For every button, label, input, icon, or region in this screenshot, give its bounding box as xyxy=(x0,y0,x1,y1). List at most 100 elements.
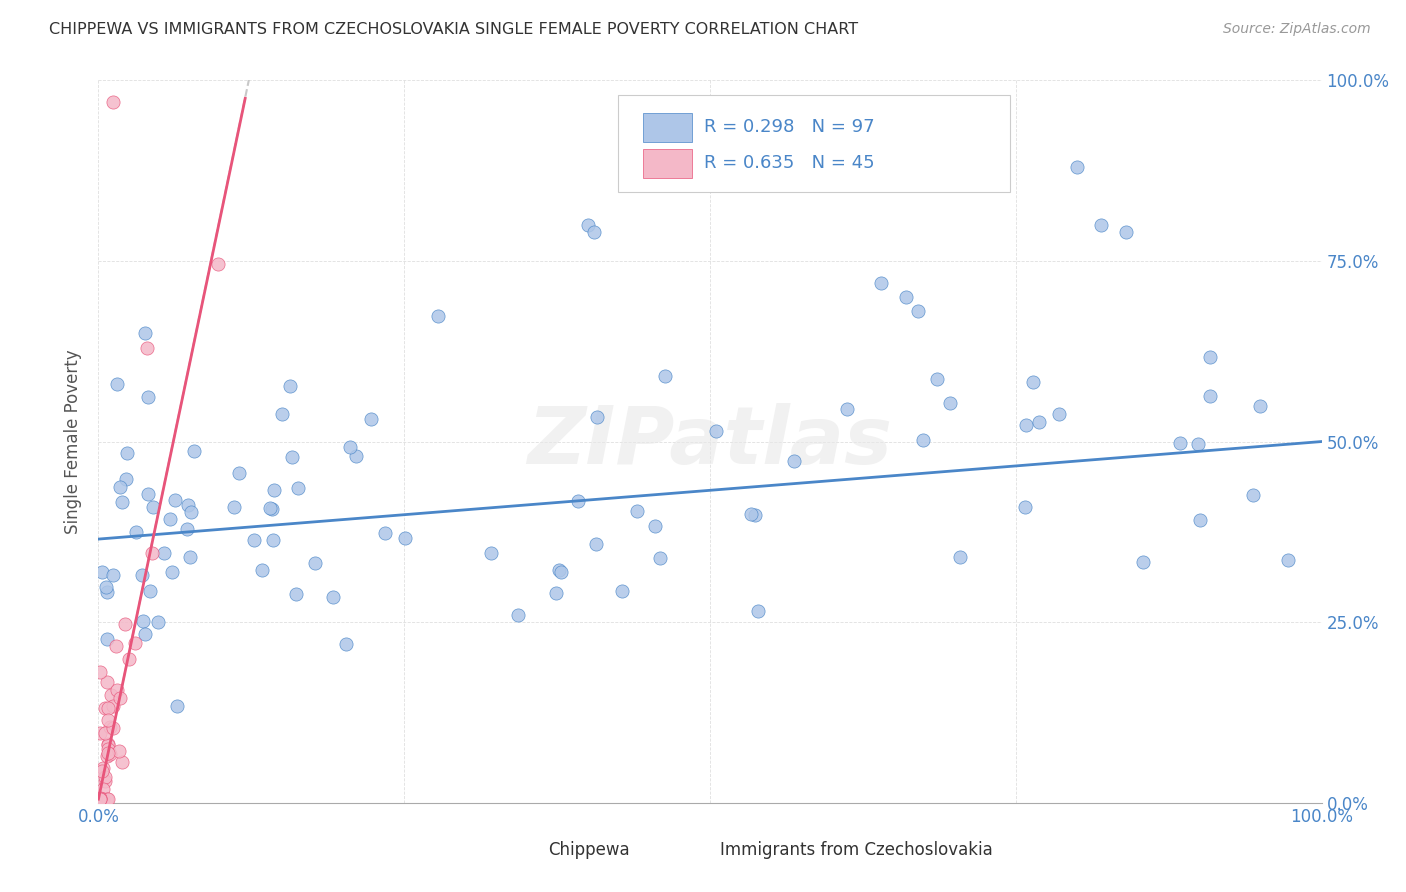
Point xyxy=(89,792,111,806)
Point xyxy=(1249,400,1271,414)
Point xyxy=(180,505,202,519)
Point xyxy=(166,698,188,713)
Point xyxy=(107,744,129,758)
Point xyxy=(610,583,633,598)
Y-axis label: Single Female Poverty: Single Female Poverty xyxy=(65,350,83,533)
Point xyxy=(110,480,132,494)
Point xyxy=(912,433,935,447)
Point xyxy=(101,721,124,735)
Point xyxy=(98,720,121,734)
Point xyxy=(1277,553,1299,567)
Point xyxy=(94,726,117,740)
Point xyxy=(250,563,273,577)
Point xyxy=(870,276,893,290)
Point xyxy=(262,533,284,548)
Point xyxy=(1168,436,1191,450)
Point xyxy=(427,309,450,323)
Point xyxy=(90,764,112,779)
Point xyxy=(271,407,294,421)
Point xyxy=(228,467,250,481)
Point xyxy=(479,547,502,561)
Point xyxy=(91,792,114,806)
Point xyxy=(548,563,571,577)
Point xyxy=(125,524,148,539)
Point xyxy=(1198,351,1220,365)
Point xyxy=(160,565,183,579)
Point xyxy=(132,614,155,628)
Point xyxy=(105,639,128,653)
Point xyxy=(550,565,572,579)
Point xyxy=(835,401,858,416)
Point xyxy=(280,450,302,464)
Point xyxy=(89,792,111,806)
Text: Immigrants from Czechoslovakia: Immigrants from Czechoslovakia xyxy=(720,841,993,859)
FancyBboxPatch shape xyxy=(619,95,1010,193)
Point xyxy=(97,739,120,753)
Point xyxy=(1188,513,1211,527)
Point xyxy=(134,627,156,641)
Point xyxy=(1028,416,1050,430)
Point xyxy=(1022,376,1045,390)
Point xyxy=(567,493,589,508)
Point xyxy=(124,636,146,650)
Point xyxy=(139,584,162,599)
Point xyxy=(1066,160,1088,174)
Point xyxy=(322,591,344,605)
Point xyxy=(644,519,666,533)
Point xyxy=(585,410,607,425)
Point xyxy=(1014,500,1036,515)
Point xyxy=(136,487,159,501)
Point xyxy=(101,568,124,582)
Point xyxy=(94,580,117,594)
Point xyxy=(582,225,605,239)
FancyBboxPatch shape xyxy=(643,149,692,178)
Point xyxy=(176,498,198,512)
Point xyxy=(949,550,972,565)
Point xyxy=(654,369,676,384)
Point xyxy=(136,390,159,404)
Point xyxy=(163,493,186,508)
Point xyxy=(626,503,648,517)
Point xyxy=(360,412,382,426)
Point xyxy=(344,449,367,463)
Point xyxy=(374,526,396,541)
Point xyxy=(280,379,302,393)
Point xyxy=(100,688,122,702)
Point xyxy=(89,792,111,806)
Point xyxy=(96,792,118,806)
Text: CHIPPEWA VS IMMIGRANTS FROM CZECHOSLOVAKIA SINGLE FEMALE POVERTY CORRELATION CHA: CHIPPEWA VS IMMIGRANTS FROM CZECHOSLOVAK… xyxy=(49,22,858,37)
Point xyxy=(94,701,117,715)
Point xyxy=(176,522,198,536)
Point xyxy=(394,531,416,545)
Point xyxy=(96,674,118,689)
Point xyxy=(287,482,309,496)
Point xyxy=(136,341,159,355)
Point xyxy=(1015,417,1038,432)
Point xyxy=(159,512,181,526)
Point xyxy=(1132,554,1154,568)
Point xyxy=(97,792,120,806)
Point xyxy=(576,218,599,232)
Point xyxy=(740,508,762,522)
Point xyxy=(179,549,201,564)
Point xyxy=(1198,388,1220,402)
FancyBboxPatch shape xyxy=(668,838,710,863)
Text: ZIPatlas: ZIPatlas xyxy=(527,402,893,481)
Point xyxy=(704,424,727,438)
Point xyxy=(585,537,607,551)
Point xyxy=(110,690,132,705)
Point xyxy=(925,372,948,386)
Point xyxy=(105,376,128,391)
Text: R = 0.298   N = 97: R = 0.298 N = 97 xyxy=(704,119,875,136)
Point xyxy=(263,483,285,497)
Point xyxy=(101,95,124,109)
Point xyxy=(97,737,120,751)
Point xyxy=(1241,488,1264,502)
Point xyxy=(89,665,111,680)
Point xyxy=(91,792,114,806)
Point xyxy=(222,500,245,514)
Point xyxy=(90,792,112,806)
Point xyxy=(98,747,121,762)
Point xyxy=(894,290,917,304)
Point xyxy=(91,781,114,796)
